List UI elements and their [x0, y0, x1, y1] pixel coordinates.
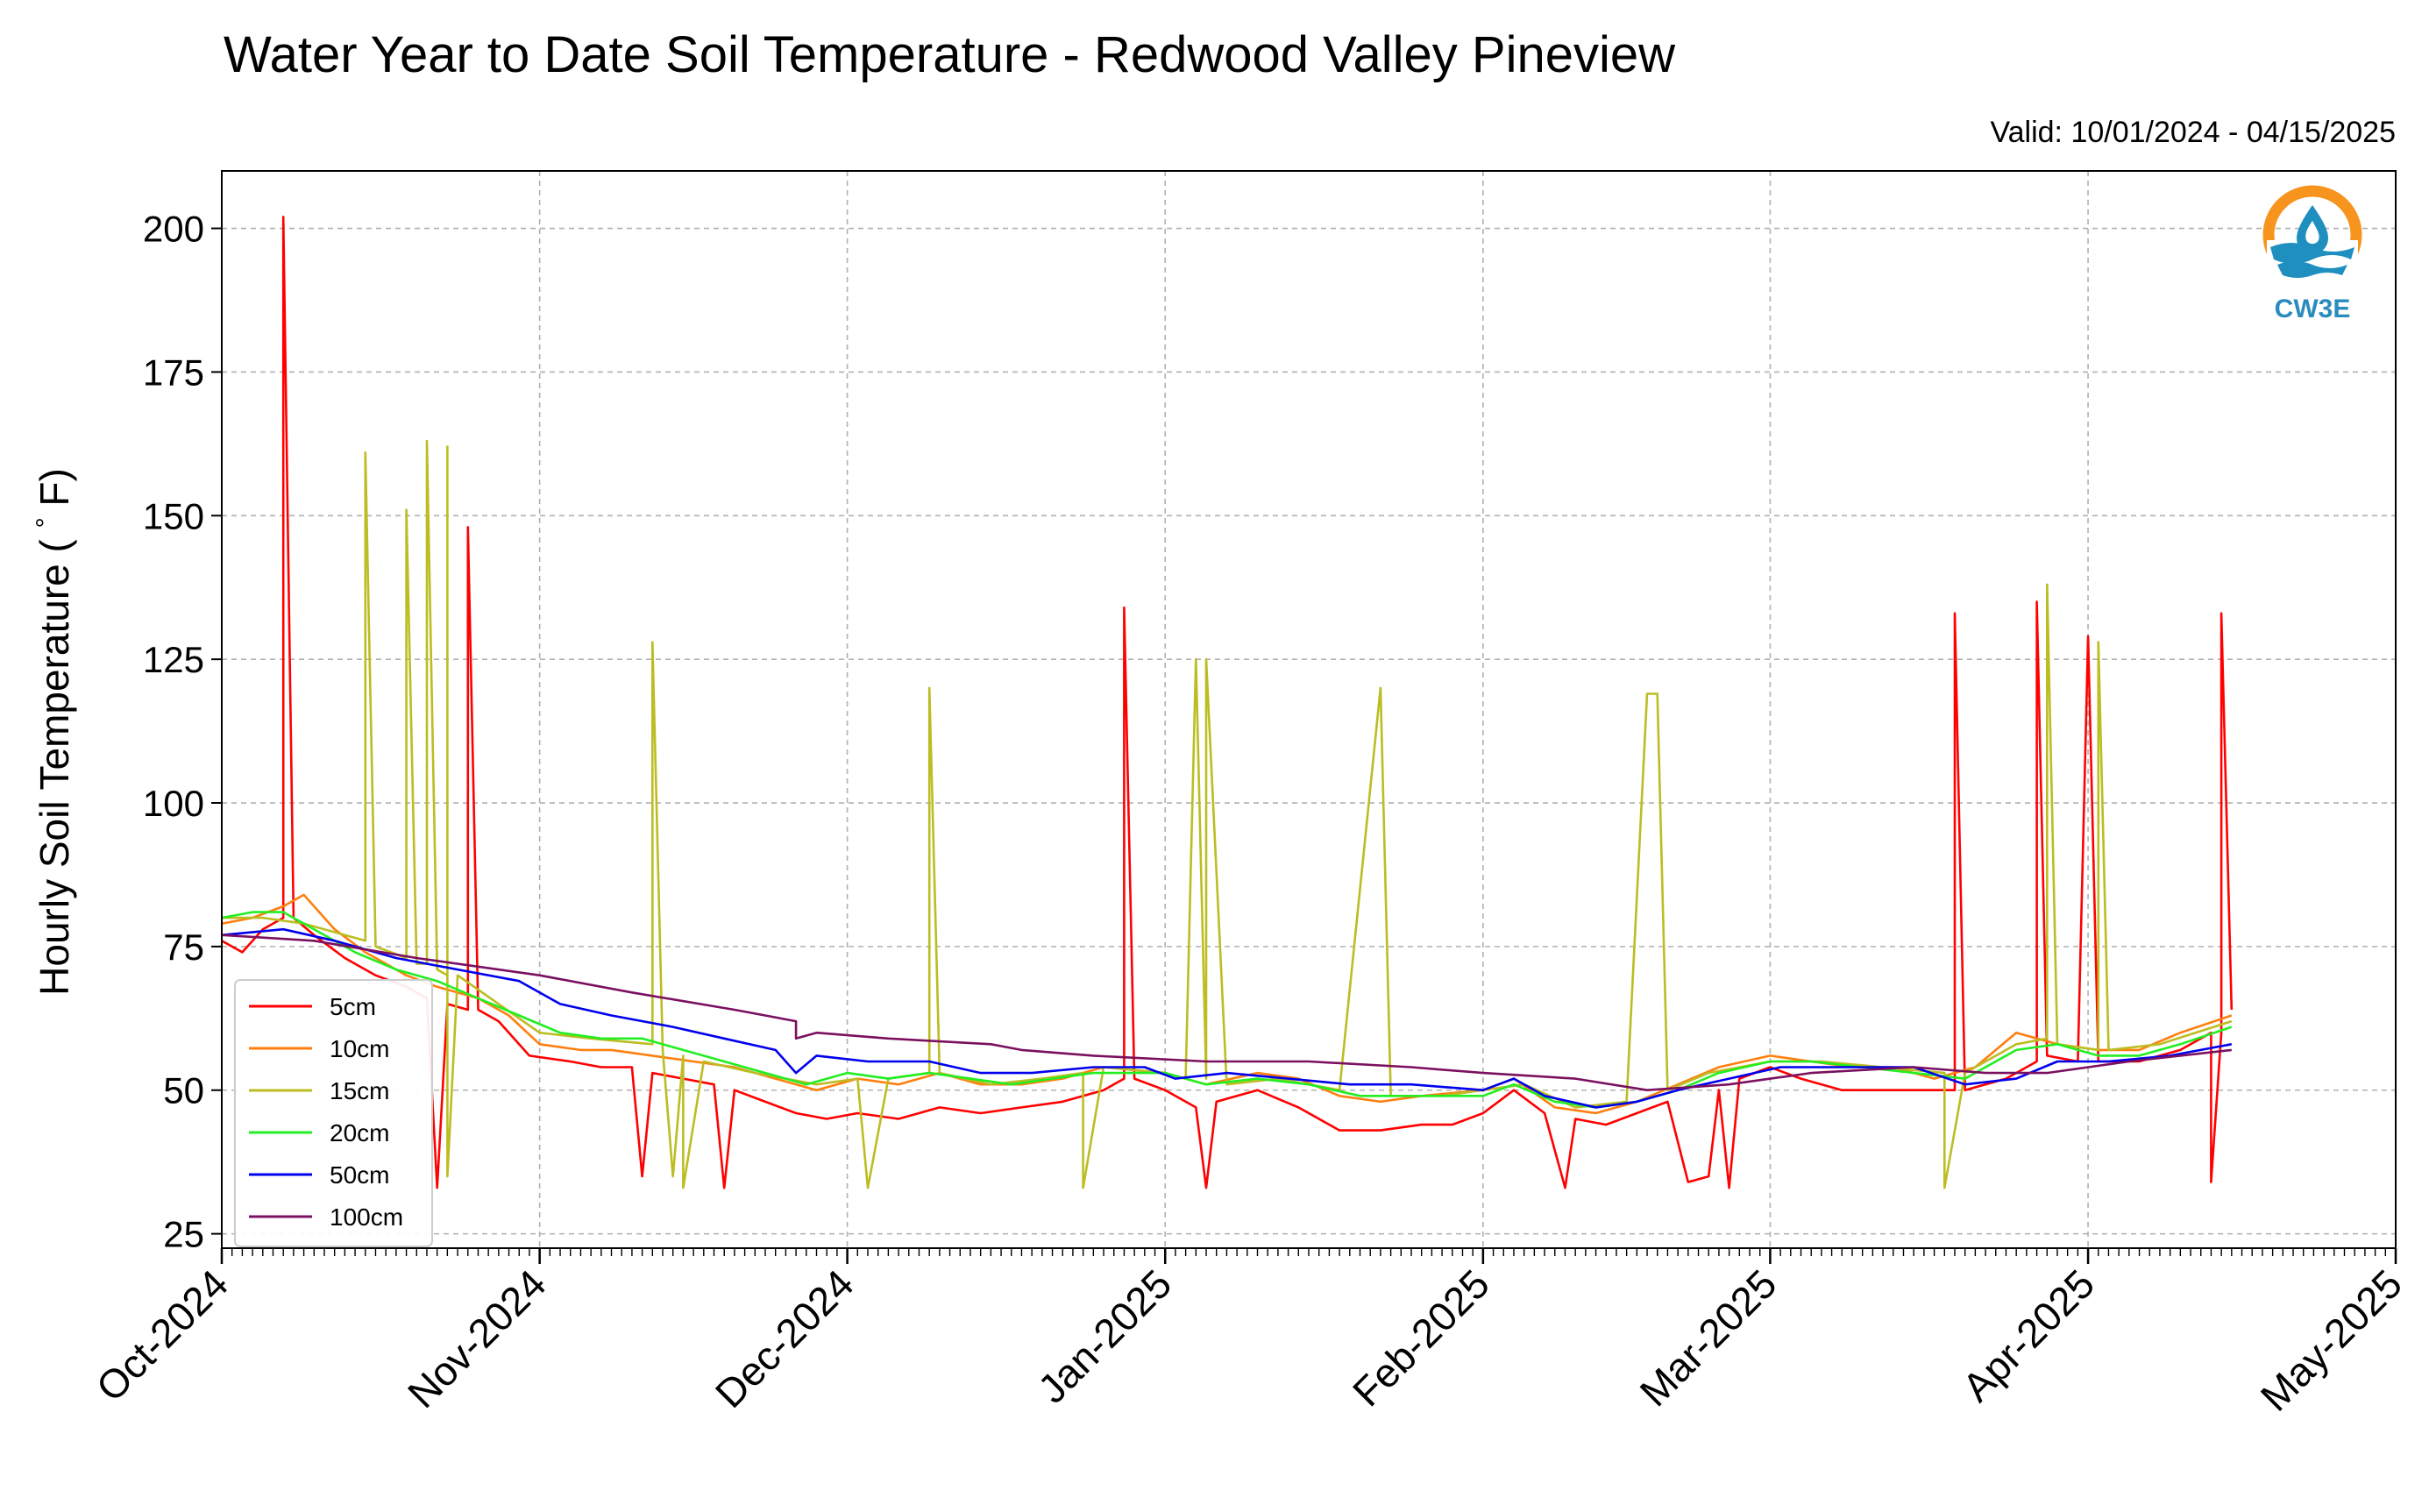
logo-wave-icon-2 — [2277, 261, 2347, 278]
legend-box — [234, 979, 433, 1247]
legend-label: 50cm — [330, 1161, 389, 1189]
x-tick-label: Nov-2024 — [399, 1260, 555, 1416]
x-tick-label: Mar-2025 — [1631, 1260, 1786, 1415]
series-line-100cm — [221, 933, 2232, 1091]
x-tick-label: Jan-2025 — [1029, 1260, 1180, 1411]
series-line-5cm — [221, 216, 2234, 1189]
y-tick-label: 25 — [163, 1214, 204, 1255]
y-axis-label-main: Hourly Soil Temperature ( — [32, 528, 77, 995]
y-tick-label: 200 — [143, 209, 204, 250]
x-tick-label: Oct-2024 — [88, 1260, 238, 1410]
axis-ticks: 25 50 75 100 125 150 175 200 Oct-2024 Nov-2024 Dec… — [88, 209, 2411, 1420]
logo-flame-icon — [2305, 221, 2319, 245]
x-tick-label: Dec-2024 — [707, 1260, 863, 1416]
y-tick-label: 175 — [143, 351, 204, 393]
legend: 5cm 10cm 15cm 20cm 50cm 100cm — [234, 979, 433, 1247]
y-tick-label: 50 — [163, 1070, 204, 1111]
y-axis-label-unit: F) — [32, 468, 77, 517]
legend-label: 100cm — [330, 1203, 403, 1231]
legend-label: 15cm — [330, 1077, 389, 1104]
legend-label: 5cm — [330, 993, 376, 1020]
series-lines — [221, 216, 2234, 1189]
legend-label: 20cm — [330, 1119, 389, 1146]
y-tick-label: 75 — [163, 926, 204, 968]
y-tick-label: 100 — [143, 783, 204, 824]
y-tick-label: 150 — [143, 495, 204, 536]
legend-label: 10cm — [330, 1035, 389, 1062]
chart-title: Water Year to Date Soil Temperature - Re… — [224, 26, 1676, 83]
plot-area: 25 50 75 100 125 150 175 200 Oct-2024 Nov-2024 Dec… — [88, 170, 2411, 1420]
y-tick-label: 125 — [143, 639, 204, 680]
x-tick-label: Feb-2025 — [1344, 1260, 1498, 1415]
x-tick-label: Apr-2025 — [1954, 1260, 2104, 1410]
grid-lines — [221, 171, 2397, 1248]
plot-frame — [221, 170, 2397, 1249]
cw3e-logo: CW3E — [2262, 185, 2362, 323]
y-axis-label-degree: ° — [32, 517, 60, 528]
valid-range: Valid: 10/01/2024 - 04/15/2025 — [1990, 116, 2396, 149]
x-tick-label: May-2025 — [2252, 1260, 2411, 1419]
logo-text: CW3E — [2275, 295, 2351, 323]
series-line-50cm — [221, 927, 2233, 1109]
y-axis-label: Hourly Soil Temperature ( ° F) — [32, 468, 77, 996]
